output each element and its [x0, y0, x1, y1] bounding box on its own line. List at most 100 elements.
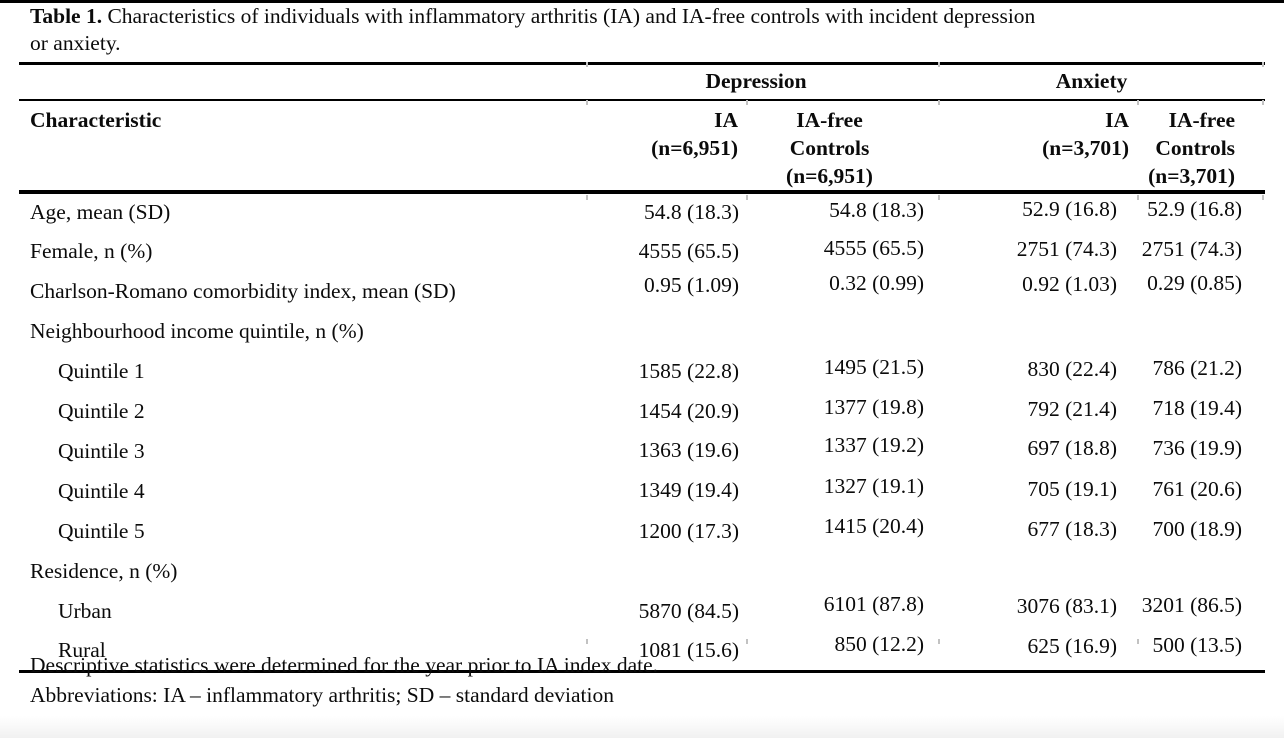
cell-boundary-tick [938, 639, 940, 644]
table-row: Quintile 3 1363 (19.6) 1337 (19.2) 697 (18.… [19, 432, 1265, 472]
table-caption-number: Table 1. [30, 4, 103, 28]
group-header-spacer [19, 63, 586, 101]
cell-value: 54.8 (18.3) [644, 200, 739, 224]
table-caption: Table 1. Characteristics of individuals … [30, 3, 1260, 57]
cell-value: 4555 (65.5) [638, 239, 739, 263]
cell-value: 700 (18.9) [1152, 517, 1243, 541]
table-row: Quintile 4 1349 (19.4) 1327 (19.1) 705 (19.… [19, 472, 1265, 512]
cell-value: 3076 (83.1) [1016, 594, 1118, 618]
table-row: Rural 1081 (15.6) 850 (12.2) 625 (16.9) 500 … [19, 625, 1266, 673]
cell-boundary-tick [586, 100, 588, 105]
cell-value: 0.95 (1.09) [644, 273, 739, 297]
cell-boundary-tick [938, 195, 940, 200]
table-row: Neighbourhood income quintile, n (%) [19, 312, 1265, 352]
cell-boundary-tick [1262, 62, 1264, 67]
cell-boundary-tick [1137, 639, 1139, 644]
cell-value: 1454 (20.9) [638, 399, 739, 423]
footnote-line-1: Descriptive statistics were determined f… [30, 653, 659, 677]
cell-value: 736 (19.9) [1152, 436, 1243, 460]
cell-value: 3201 (86.5) [1141, 593, 1243, 617]
cell-value: 718 (19.4) [1152, 396, 1243, 420]
cell-value: 830 (22.4) [1027, 357, 1118, 381]
cell-value: 850 (12.2) [746, 625, 939, 667]
footnote-line-2: Abbreviations: IA – inflammatory arthrit… [30, 683, 614, 707]
cell-value: 0.92 (1.03) [1022, 272, 1118, 296]
row-label: Rural [19, 631, 586, 673]
cell-value: 500 (13.5) [1137, 626, 1266, 668]
row-label: Quintile 2 [58, 399, 145, 423]
row-label: Quintile 3 [58, 439, 145, 463]
row-label: Female, n (%) [30, 239, 153, 263]
cell-value: 4555 (65.5) [823, 236, 925, 260]
row-label: Quintile 4 [58, 479, 145, 503]
cell-value: 5870 (84.5) [638, 599, 739, 623]
cell-value: 705 (19.1) [1027, 477, 1118, 501]
cell-value: 0.32 (0.99) [829, 271, 925, 295]
table-row: Residence, n (%) [19, 552, 1265, 592]
cell-value: 1337 (19.2) [823, 433, 925, 457]
cell-value: 1495 (21.5) [823, 355, 925, 379]
cell-value: 1377 (19.8) [823, 395, 925, 419]
cell-value: 1363 (19.6) [638, 438, 739, 462]
row-label: Quintile 1 [58, 359, 145, 383]
cell-value: 2751 (74.3) [1016, 237, 1118, 261]
cell-boundary-tick [746, 639, 748, 644]
cell-boundary-tick [746, 195, 748, 200]
column-header-anx-iafree-controls: IA-free Controls (n=3,701) [1137, 99, 1266, 194]
characteristics-table: Depression Anxiety Characteristic IA (n=6… [19, 62, 1266, 673]
group-header-depression: Depression [586, 63, 939, 101]
cell-boundary-tick [938, 62, 940, 67]
cell-value: 0.29 (0.85) [1147, 271, 1243, 295]
cell-boundary-tick [1262, 195, 1264, 200]
cell-boundary-tick [586, 62, 588, 67]
cell-value: 697 (18.8) [1027, 436, 1118, 460]
characteristic-column-header: Characteristic [19, 99, 586, 194]
column-header-dep-iafree-controls: IA-free Controls (n=6,951) [746, 99, 939, 194]
row-label: Charlson-Romano comorbidity index, mean … [30, 279, 456, 303]
row-label: Urban [58, 599, 112, 623]
row-label: Residence, n (%) [30, 559, 178, 583]
cell-boundary-tick [586, 639, 588, 644]
cell-value: 625 (16.9) [938, 627, 1138, 669]
row-label: Neighbourhood income quintile, n (%) [30, 319, 364, 343]
cell-boundary-tick [1137, 100, 1139, 105]
group-header-row: Depression Anxiety [19, 63, 1266, 101]
column-header-anx-ia: IA (n=3,701) [938, 99, 1138, 194]
column-header-dep-ia: IA (n=6,951) [586, 99, 746, 194]
table-row: Quintile 5 1200 (17.3) 1415 (20.4) 677 (18.… [19, 512, 1265, 552]
row-label: Age, mean (SD) [30, 200, 171, 224]
cell-boundary-tick [938, 100, 940, 105]
top-border-line [0, 0, 1284, 3]
table-body: Age, mean (SD) 54.8 (18.3) 54.8 (18.3) 52.9… [19, 192, 1266, 673]
cell-value: 54.8 (18.3) [829, 198, 925, 222]
cell-value: 1415 (20.4) [823, 514, 925, 538]
cell-value: 1327 (19.1) [823, 474, 925, 498]
cell-value: 761 (20.6) [1152, 477, 1243, 501]
group-header-anxiety: Anxiety [938, 63, 1266, 101]
table-caption-text-line2: or anxiety. [30, 31, 121, 55]
table-row: Charlson-Romano comorbidity index, mean … [19, 271, 1265, 312]
row-label: Quintile 5 [58, 519, 145, 543]
cell-value: 1349 (19.4) [638, 478, 739, 502]
cell-value: 1585 (22.8) [638, 359, 739, 383]
cell-value: 786 (21.2) [1152, 356, 1243, 380]
table-row: Quintile 2 1454 (20.9) 1377 (19.8) 792 (21.… [19, 392, 1265, 432]
cell-value: 792 (21.4) [1027, 397, 1118, 421]
cell-boundary-tick [586, 195, 588, 200]
cell-boundary-tick [746, 100, 748, 105]
cell-value: 2751 (74.3) [1141, 237, 1243, 261]
cell-value: 52.9 (16.8) [1147, 197, 1243, 221]
cell-boundary-tick [1137, 195, 1139, 200]
cell-value: 677 (18.3) [1027, 517, 1118, 541]
table-row: Female, n (%) 4555 (65.5) 4555 (65.5) 2751 … [19, 232, 1265, 272]
cell-value: 1200 (17.3) [638, 519, 739, 543]
table-row: Age, mean (SD) 54.8 (18.3) 54.8 (18.3) 52.9… [19, 192, 1265, 232]
table-row: Urban 5870 (84.5) 6101 (87.8) 3076 (83.1) 32… [19, 592, 1265, 632]
table-row: Quintile 1 1585 (22.8) 1495 (21.5) 830 (22.… [19, 352, 1265, 392]
table-caption-text-line1: Characteristics of individuals with infl… [107, 4, 1036, 28]
cell-value: 1081 (15.6) [586, 631, 746, 673]
footnotes: Descriptive statistics were determined f… [30, 650, 658, 710]
cell-boundary-tick [1262, 100, 1264, 105]
column-header-row: Characteristic IA (n=6,951) IA-free Control… [19, 99, 1266, 194]
